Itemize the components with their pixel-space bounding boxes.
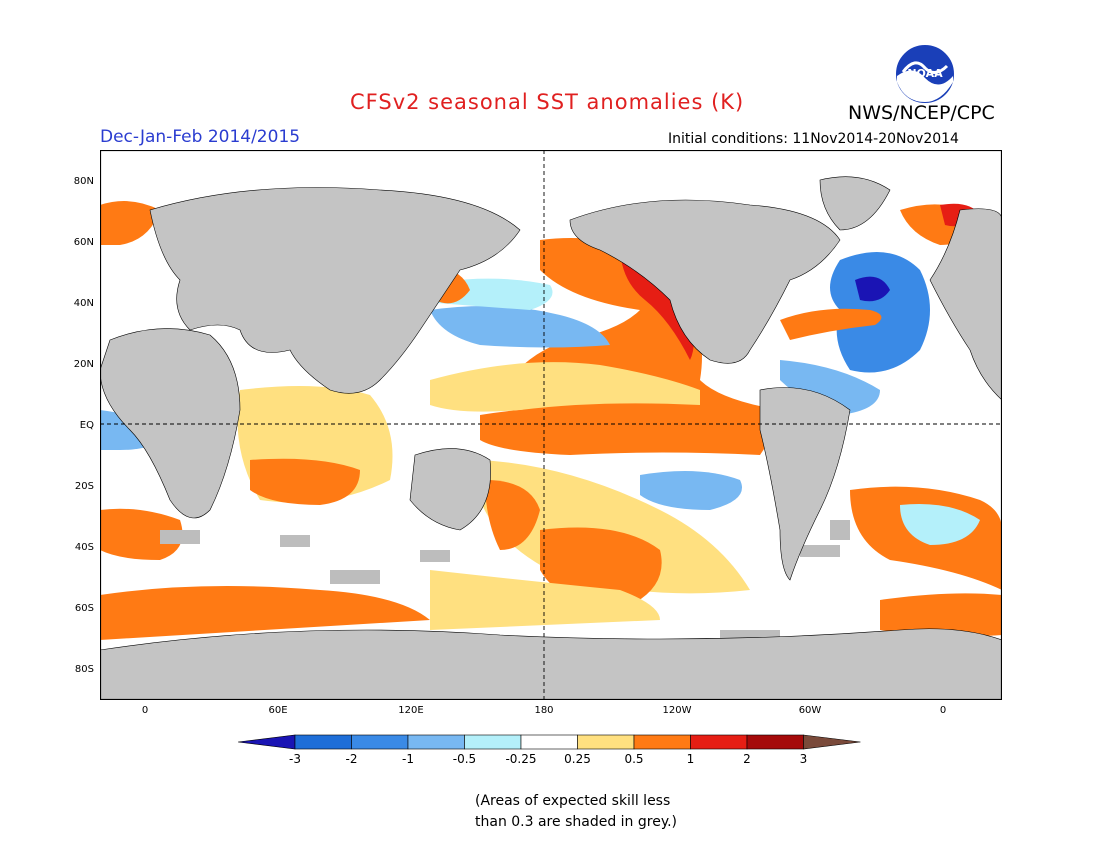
sst-anomaly-map: [100, 150, 1002, 700]
lat-label: 60N: [73, 237, 94, 248]
colorbar-segment: [294, 734, 352, 750]
lon-label: 60E: [268, 705, 288, 716]
colorbar-segment: [577, 734, 635, 750]
colorbar-label: 2: [743, 752, 751, 766]
chart-title: CFSv2 seasonal SST anomalies (K): [350, 90, 745, 114]
west-indian-orange: [100, 508, 183, 560]
colorbar-label: 0.5: [624, 752, 644, 766]
gulf-alaska-strong: [620, 245, 694, 360]
colorbar-label: -3: [289, 752, 301, 766]
north-pacific-cool: [430, 306, 610, 348]
africa: [100, 328, 241, 519]
indian-ocean-orange: [250, 458, 360, 505]
colorbar-segment: [351, 734, 409, 750]
australia: [409, 448, 491, 531]
colorbar-label: -2: [345, 752, 358, 766]
south-pacific-cool: [640, 471, 742, 510]
eurasia: [149, 187, 521, 394]
tropical-atlantic-blue: [780, 360, 880, 415]
colorbar-segment: [690, 734, 748, 750]
greenland: [819, 176, 891, 231]
land-masses: [100, 176, 1002, 700]
gulf-stream-warm: [780, 308, 882, 340]
southern-ocean-east-orange: [880, 593, 1002, 637]
lat-label: EQ: [79, 420, 94, 431]
colorbar-label: 3: [799, 752, 808, 766]
lat-label: 60S: [74, 603, 94, 614]
southwest-pacific-orange: [485, 480, 540, 550]
lon-label: 120E: [398, 705, 424, 716]
pacific-yellow-band: [430, 362, 700, 412]
colorbar: [238, 734, 861, 750]
southern-ocean-west-orange: [100, 586, 430, 640]
europe-east: [929, 208, 1002, 401]
colorbar-segment: [407, 734, 465, 750]
equatorial-pacific-warm: [480, 407, 770, 455]
colorbar-segment: [238, 734, 296, 750]
arctic-atlantic-warm: [100, 201, 160, 245]
lon-label: 180: [534, 705, 554, 716]
initial-conditions-label: Initial conditions: 11Nov2014-20Nov2014: [668, 131, 959, 147]
organization-label: NWS/NCEP/CPC: [848, 102, 995, 124]
season-label: Dec-Jan-Feb 2014/2015: [100, 127, 301, 147]
north-atlantic-cold: [830, 252, 930, 373]
lat-label: 20N: [73, 359, 94, 370]
skill-note-line1: (Areas of expected skill less: [475, 793, 671, 809]
colorbar-label: 1: [686, 752, 695, 766]
skill-note-line2: than 0.3 are shaded in grey.): [475, 814, 678, 830]
colorbar-segment: [746, 734, 804, 750]
lon-label: 0: [939, 705, 947, 716]
lon-label: 120W: [662, 705, 692, 716]
noaa-logo: NOAA: [894, 43, 956, 105]
antarctica: [100, 628, 1002, 700]
colorbar-segment: [633, 734, 691, 750]
colorbar-segment: [520, 734, 578, 750]
lat-label: 80N: [73, 176, 94, 187]
map-frame: [100, 150, 1002, 700]
lat-label: 80S: [74, 664, 94, 675]
lon-label: 0: [141, 705, 149, 716]
colorbar-label: -0.5: [452, 752, 477, 766]
colorbar-segment: [803, 734, 861, 750]
colorbar-label: -1: [402, 752, 414, 766]
lat-label: 40S: [74, 542, 94, 553]
north-atlantic-deep-cold: [855, 276, 890, 302]
colorbar-label: -0.25: [505, 752, 537, 766]
noaa-logo-text: NOAA: [907, 67, 943, 80]
colorbar-label: 0.25: [564, 752, 591, 766]
lat-label: 40N: [73, 298, 94, 309]
south-atlantic-cyan: [900, 504, 980, 545]
southern-ocean-yellow: [430, 570, 660, 630]
south-america: [759, 387, 851, 581]
lat-label: 20S: [74, 481, 94, 492]
north-america: [569, 199, 841, 364]
skill-note: (Areas of expected skill less than 0.3 a…: [475, 791, 677, 833]
lon-label: 60W: [798, 705, 822, 716]
colorbar-segment: [464, 734, 522, 750]
